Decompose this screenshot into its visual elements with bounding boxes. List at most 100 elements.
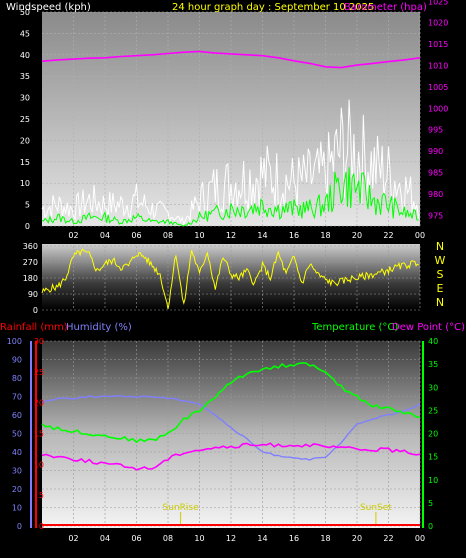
humidity-tick-label: 0 [17,522,22,531]
humidity-tick-label: 20 [12,485,22,494]
humidity-tick-label: 60 [12,411,22,420]
barometer-tick-label: 1015 [428,40,448,49]
direction-tick-label: 90 [28,290,38,299]
wind-tick-label: 25 [20,115,30,124]
rainfall-tick-label: 25 [34,368,44,377]
barometer-tick-label: 1010 [428,62,448,71]
humidity-axis-label: Humidity (%) [66,322,132,333]
humidity-tick-label: 40 [12,448,22,457]
wind-x-tick-label: 06 [131,231,141,240]
temperature-tick-label: 40 [428,337,438,346]
barometer-tick-label: 980 [428,190,443,199]
barometer-tick-label: 975 [428,211,443,220]
temperature-tick-label: 35 [428,360,438,369]
wind-x-tick-label: 14 [257,231,267,240]
humidity-tick-label: 100 [7,337,22,346]
compass-label: N [436,296,444,309]
wind-x-tick-label: 20 [352,231,362,240]
humidity-series-line [41,395,421,461]
temperature-axis-label: Temperature (°C) [311,322,398,333]
direction-series-line [41,248,419,310]
wind-tick-label: 30 [20,94,30,103]
windspeed-axis-label: Windspeed (kph) [6,2,91,13]
rainfall-tick-label: 10 [34,460,44,469]
temp-x-tick-label: 10 [194,534,204,543]
direction-tick-label: 180 [23,274,38,283]
barometer-tick-label: 1005 [428,83,448,92]
wind-x-tick-label: 02 [68,231,78,240]
wind-x-tick-label: 08 [163,231,173,240]
temp-x-tick-label: 08 [163,534,173,543]
humidity-tick-label: 50 [12,430,22,439]
rainfall-tick-label: 30 [34,337,44,346]
barometer-tick-label: 990 [428,147,443,156]
rainfall-tick-label: 5 [39,491,44,500]
barometer-tick-label: 1020 [428,19,448,28]
temp-x-tick-label: 12 [226,534,236,543]
barometer-axis-label: Barometer (hpa) [344,2,427,13]
barometer-tick-label: 995 [428,126,443,135]
temperature-tick-label: 30 [428,383,438,392]
wind-tick-label: 20 [20,136,30,145]
temperature-tick-label: 20 [428,430,438,439]
humidity-axis-bar [30,341,32,528]
chart-title: 24 hour graph day : September 10 2025 [172,2,374,13]
temp-x-tick-label: 06 [131,534,141,543]
wind-tick-label: 0 [25,222,30,231]
wind-x-tick-label: 10 [194,231,204,240]
barometer-tick-label: 1000 [428,104,448,113]
direction-tick-label: 270 [23,258,38,267]
compass-label: N [436,240,444,253]
wind-x-tick-label: 00 [415,231,425,240]
wind-tick-label: 50 [20,8,30,17]
rainfall-axis-label: Rainfall (mm) [0,322,68,333]
temperature-tick-label: 5 [428,499,433,508]
compass-label: S [437,268,444,281]
wind-tick-label: 5 [25,201,30,210]
temperature-tick-label: 25 [428,406,438,415]
direction-tick-label: 360 [23,242,38,251]
temperature-series-line [41,362,421,444]
wind-x-tick-label: 04 [100,231,110,240]
temp-x-tick-label: 20 [352,534,362,543]
compass-label: E [437,282,444,295]
temperature-tick-label: 0 [428,522,433,531]
rainfall-axis-bar [35,341,37,528]
rainfall-tick-label: 15 [34,430,44,439]
compass-label: W [435,254,446,267]
temp-x-tick-label: 02 [68,534,78,543]
wind-tick-label: 15 [20,158,30,167]
wind-x-tick-label: 18 [320,231,330,240]
temp-x-tick-label: 18 [320,534,330,543]
temperature-tick-label: 10 [428,476,438,485]
temp-x-tick-label: 04 [100,534,110,543]
temp-x-tick-label: 22 [383,534,393,543]
humidity-tick-label: 30 [12,467,22,476]
barometer-series-line [41,50,421,69]
barometer-tick-label: 1025 [428,0,448,6]
wind-tick-label: 35 [20,72,30,81]
temp-x-tick-label: 14 [257,534,267,543]
wind-tick-label: 45 [20,29,30,38]
direction-tick-label: 0 [33,306,38,315]
humidity-tick-label: 10 [12,504,22,513]
rainfall-tick-label: 0 [39,522,44,531]
dewpoint-axis-label: Dew Point (°C) [392,322,465,333]
temp-x-tick-label: 00 [415,534,425,543]
rainfall-tick-label: 20 [34,399,44,408]
sunset-label: SunSet [360,503,392,513]
wind-tick-label: 10 [20,179,30,188]
barometer-tick-label: 985 [428,169,443,178]
humidity-tick-label: 80 [12,374,22,383]
wind-tick-label: 40 [20,51,30,60]
dewpoint-series-line [41,442,421,471]
humidity-tick-label: 70 [12,393,22,402]
humidity-tick-label: 90 [12,356,22,365]
temperature-tick-label: 15 [428,453,438,462]
wind-series-line [41,167,419,227]
wind-x-tick-label: 12 [226,231,236,240]
wind-x-tick-label: 22 [383,231,393,240]
sunrise-label: SunRise [163,503,200,513]
